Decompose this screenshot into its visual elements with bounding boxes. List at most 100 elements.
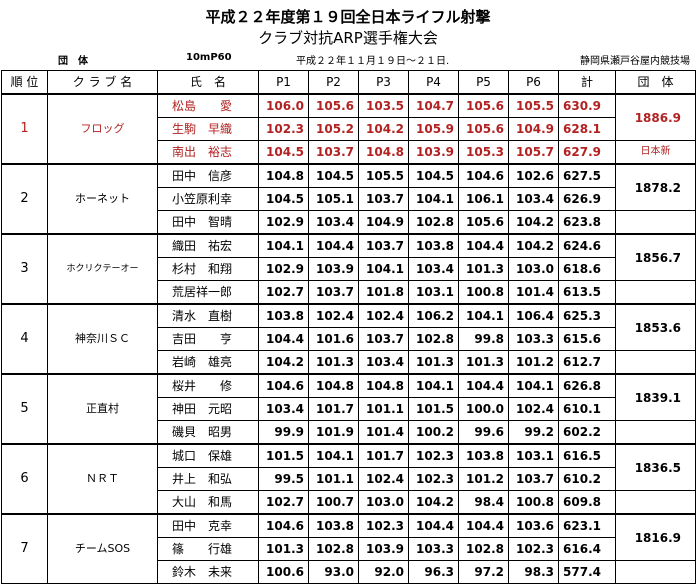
- results-body: 1 フロッグ 松島 愛 106.0 105.6 103.5 104.7 105.6 105.5 6…: [1, 93, 696, 584]
- series-score-cell: 104.1: [358, 257, 409, 281]
- series-score-cell: 103.3: [408, 537, 459, 561]
- series-score-cell: 98.4: [458, 490, 509, 515]
- record-note-cell: [615, 560, 696, 584]
- table-row: 小笠原利幸 104.5 105.1 103.7 104.1 106.1 103.4 626.9: [2, 187, 696, 211]
- individual-total-cell: 630.9: [558, 93, 616, 118]
- series-score-cell: 104.6: [258, 513, 309, 538]
- table-row: 7 チームSOS 田中 克幸 104.6 103.8 102.3 104.4 104.4 103…: [1, 513, 696, 584]
- table-row: 6 ＮＲＴ 城口 保雄 101.5 104.1 101.7 102.3 103.8 103.1 6…: [1, 443, 696, 515]
- individual-total-cell: 626.8: [558, 373, 616, 398]
- table-row: 磯貝 昭男 99.9 101.9 101.4 100.2 99.6 99.2 602.2: [2, 420, 696, 445]
- col-header-p6: P6: [508, 70, 559, 95]
- individual-total-cell: 577.4: [558, 560, 616, 584]
- individual-total-cell: 618.6: [558, 257, 616, 281]
- series-score-cell: 104.2: [508, 233, 559, 258]
- col-header-p5: P5: [458, 70, 509, 95]
- series-score-cell: 104.4: [458, 233, 509, 258]
- individual-total-cell: 627.9: [558, 140, 616, 165]
- table-row: 1 フロッグ 松島 愛 106.0 105.6 103.5 104.7 105.6 105.5 6…: [1, 93, 696, 165]
- series-score-cell: 104.8: [358, 373, 409, 398]
- series-score-cell: 93.0: [308, 560, 359, 584]
- series-score-cell: 104.8: [308, 373, 359, 398]
- series-score-cell: 99.9: [258, 420, 309, 445]
- series-score-cell: 97.2: [458, 560, 509, 584]
- series-score-cell: 102.3: [508, 537, 559, 561]
- category-label: 団 体: [58, 56, 88, 67]
- record-note-cell: [615, 210, 696, 235]
- record-note-cell: [615, 280, 696, 305]
- col-header-p3: P3: [358, 70, 409, 95]
- series-score-cell: 104.1: [308, 443, 359, 468]
- table-row: 生駒 早織 102.3 105.2 104.2 105.9 105.6 104.9 628.1: [2, 117, 696, 141]
- series-score-cell: 96.3: [408, 560, 459, 584]
- record-note-cell: [615, 350, 696, 375]
- series-score-cell: 105.6: [458, 210, 509, 235]
- shooter-name-cell: 吉田 亨: [157, 327, 259, 351]
- series-score-cell: 102.7: [258, 490, 309, 515]
- series-score-cell: 102.4: [308, 303, 359, 328]
- series-score-cell: 105.2: [308, 117, 359, 141]
- table-row: 吉田 亨 104.4 101.6 103.7 102.8 99.8 103.3 615.6: [2, 327, 696, 351]
- series-score-cell: 103.1: [408, 280, 459, 305]
- record-note-cell: [615, 490, 696, 515]
- series-score-cell: 104.2: [358, 117, 409, 141]
- rank-cell: 1: [1, 93, 48, 165]
- series-score-cell: 101.4: [358, 420, 409, 445]
- rank-cell: 2: [1, 163, 48, 235]
- team-total-cell: 1839.1: [615, 373, 696, 421]
- series-score-cell: 101.1: [308, 467, 359, 491]
- col-header-name: 氏 名: [157, 70, 259, 95]
- series-score-cell: 101.3: [258, 537, 309, 561]
- team-total-cell: 1886.9: [615, 93, 696, 141]
- individual-total-cell: 602.2: [558, 420, 616, 445]
- record-note-cell: 日本新: [615, 140, 696, 165]
- rank-cell: 3: [1, 233, 48, 305]
- page-subtitle: クラブ対抗ARP選手権大会: [258, 29, 438, 47]
- series-score-cell: 100.2: [408, 420, 459, 445]
- series-score-cell: 101.9: [308, 420, 359, 445]
- series-score-cell: 103.8: [308, 513, 359, 538]
- individual-total-cell: 623.1: [558, 513, 616, 538]
- individual-total-cell: 616.4: [558, 537, 616, 561]
- series-score-cell: 104.4: [408, 513, 459, 538]
- series-score-cell: 103.6: [508, 513, 559, 538]
- series-score-cell: 101.2: [508, 350, 559, 375]
- series-score-cell: 103.9: [408, 140, 459, 165]
- series-score-cell: 104.6: [258, 373, 309, 398]
- series-score-cell: 103.7: [508, 467, 559, 491]
- individual-total-cell: 626.9: [558, 187, 616, 211]
- club-name-cell: チームSOS: [47, 513, 158, 584]
- series-score-cell: 104.1: [258, 233, 309, 258]
- individual-total-cell: 627.5: [558, 163, 616, 188]
- series-score-cell: 101.6: [308, 327, 359, 351]
- col-header-p1: P1: [258, 70, 309, 95]
- rank-cell: 6: [1, 443, 48, 515]
- series-score-cell: 103.7: [308, 280, 359, 305]
- series-score-cell: 105.5: [358, 163, 409, 188]
- individual-total-cell: 612.7: [558, 350, 616, 375]
- table-row: 篠 行雄 101.3 102.8 103.9 103.3 102.8 102.3 616.4: [2, 537, 696, 561]
- shooter-name-cell: 城口 保雄: [157, 443, 259, 468]
- table-row: 4 神奈川ＳＣ 清水 直樹 103.8 102.4 102.4 106.2 104.1 106.…: [1, 303, 696, 375]
- series-score-cell: 103.4: [308, 210, 359, 235]
- club-name-cell: ホクリクテーオー: [47, 233, 158, 305]
- individual-total-cell: 625.3: [558, 303, 616, 328]
- shooter-name-cell: 小笠原利幸: [157, 187, 259, 211]
- series-score-cell: 104.9: [508, 117, 559, 141]
- col-header-club: ク ラ ブ 名: [47, 70, 158, 95]
- series-score-cell: 103.5: [358, 93, 409, 118]
- individual-total-cell: 610.1: [558, 397, 616, 421]
- series-score-cell: 102.3: [358, 513, 409, 538]
- series-score-cell: 102.8: [458, 537, 509, 561]
- series-score-cell: 106.2: [408, 303, 459, 328]
- individual-total-cell: 623.8: [558, 210, 616, 235]
- series-score-cell: 99.5: [258, 467, 309, 491]
- series-score-cell: 100.8: [508, 490, 559, 515]
- team-total-cell: 1836.5: [615, 443, 696, 491]
- venue-label: 静岡県瀬戸谷屋内競技場: [580, 56, 690, 67]
- table-row: 神田 元昭 103.4 101.7 101.1 101.5 100.0 102.4 610.1: [2, 397, 696, 421]
- series-score-cell: 102.3: [408, 467, 459, 491]
- individual-total-cell: 616.5: [558, 443, 616, 468]
- series-score-cell: 101.8: [358, 280, 409, 305]
- series-score-cell: 103.0: [508, 257, 559, 281]
